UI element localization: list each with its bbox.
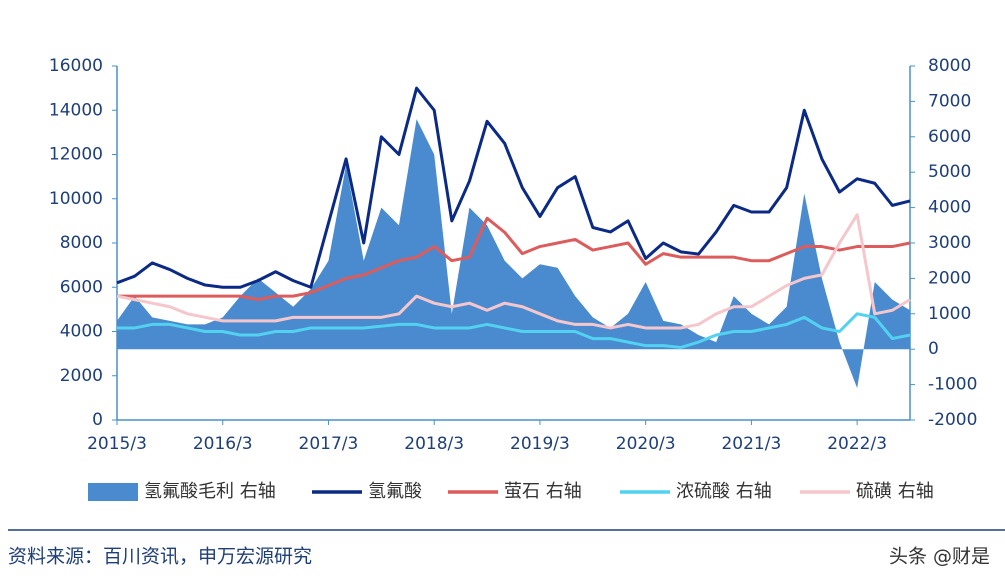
y2-tick-label: 6000 — [928, 127, 971, 147]
y-tick-label: 0 — [92, 410, 103, 430]
watermark: 头条 @财是 — [889, 546, 990, 568]
legend: 氢氟酸毛利 右轴 氢氟酸 萤石 右轴 浓硫酸 右轴 硫磺 右轴 — [88, 481, 934, 502]
x-tick-label: 2018/3 — [404, 434, 464, 454]
y-tick-label: 10000 — [49, 189, 103, 209]
y-tick-label: 16000 — [49, 56, 103, 76]
x-tick-label: 2015/3 — [87, 434, 147, 454]
y2-tick-label: 8000 — [928, 56, 971, 76]
x-tick-label: 2019/3 — [510, 434, 570, 454]
y2-tick-label: 0 — [928, 339, 939, 359]
y2-tick-label: 2000 — [928, 268, 971, 288]
y-tick-label: 6000 — [60, 277, 103, 297]
x-tick-label: 2017/3 — [299, 434, 359, 454]
y-tick-label: 2000 — [60, 366, 103, 386]
y2-tick-label: 3000 — [928, 233, 971, 253]
legend-label: 硫磺 右轴 — [856, 481, 934, 502]
y2-tick-label: 7000 — [928, 91, 971, 111]
line — [117, 216, 911, 302]
y2-tick-label: -2000 — [928, 410, 977, 430]
y-tick-label: 8000 — [60, 233, 103, 253]
legend-label: 氢氟酸 — [368, 481, 422, 502]
y2-tick-label: 4000 — [928, 198, 971, 218]
y2-tick-label: 1000 — [928, 304, 971, 324]
legend-label: 萤石 右轴 — [504, 481, 582, 502]
legend-label: 浓硫酸 右轴 — [676, 481, 772, 502]
x-tick-label: 2020/3 — [616, 434, 676, 454]
source: 资料来源：百川资讯，申万宏源研究 — [8, 546, 312, 568]
y-tick-label: 4000 — [60, 322, 103, 342]
x-tick-label: 2022/3 — [827, 434, 887, 454]
line — [117, 312, 911, 349]
line — [116, 86, 911, 289]
legend-label: 氢氟酸毛利 右轴 — [144, 481, 276, 502]
y-tick-label: 12000 — [49, 145, 103, 165]
y2-tick-label: -1000 — [928, 375, 977, 395]
y2-tick-label: 5000 — [928, 162, 971, 182]
x-tick-label: 2016/3 — [193, 434, 253, 454]
area — [117, 119, 910, 389]
y-tick-label: 14000 — [49, 100, 103, 120]
x-tick-label: 2021/3 — [721, 434, 781, 454]
legend-swatch — [88, 483, 138, 501]
line — [116, 213, 911, 330]
